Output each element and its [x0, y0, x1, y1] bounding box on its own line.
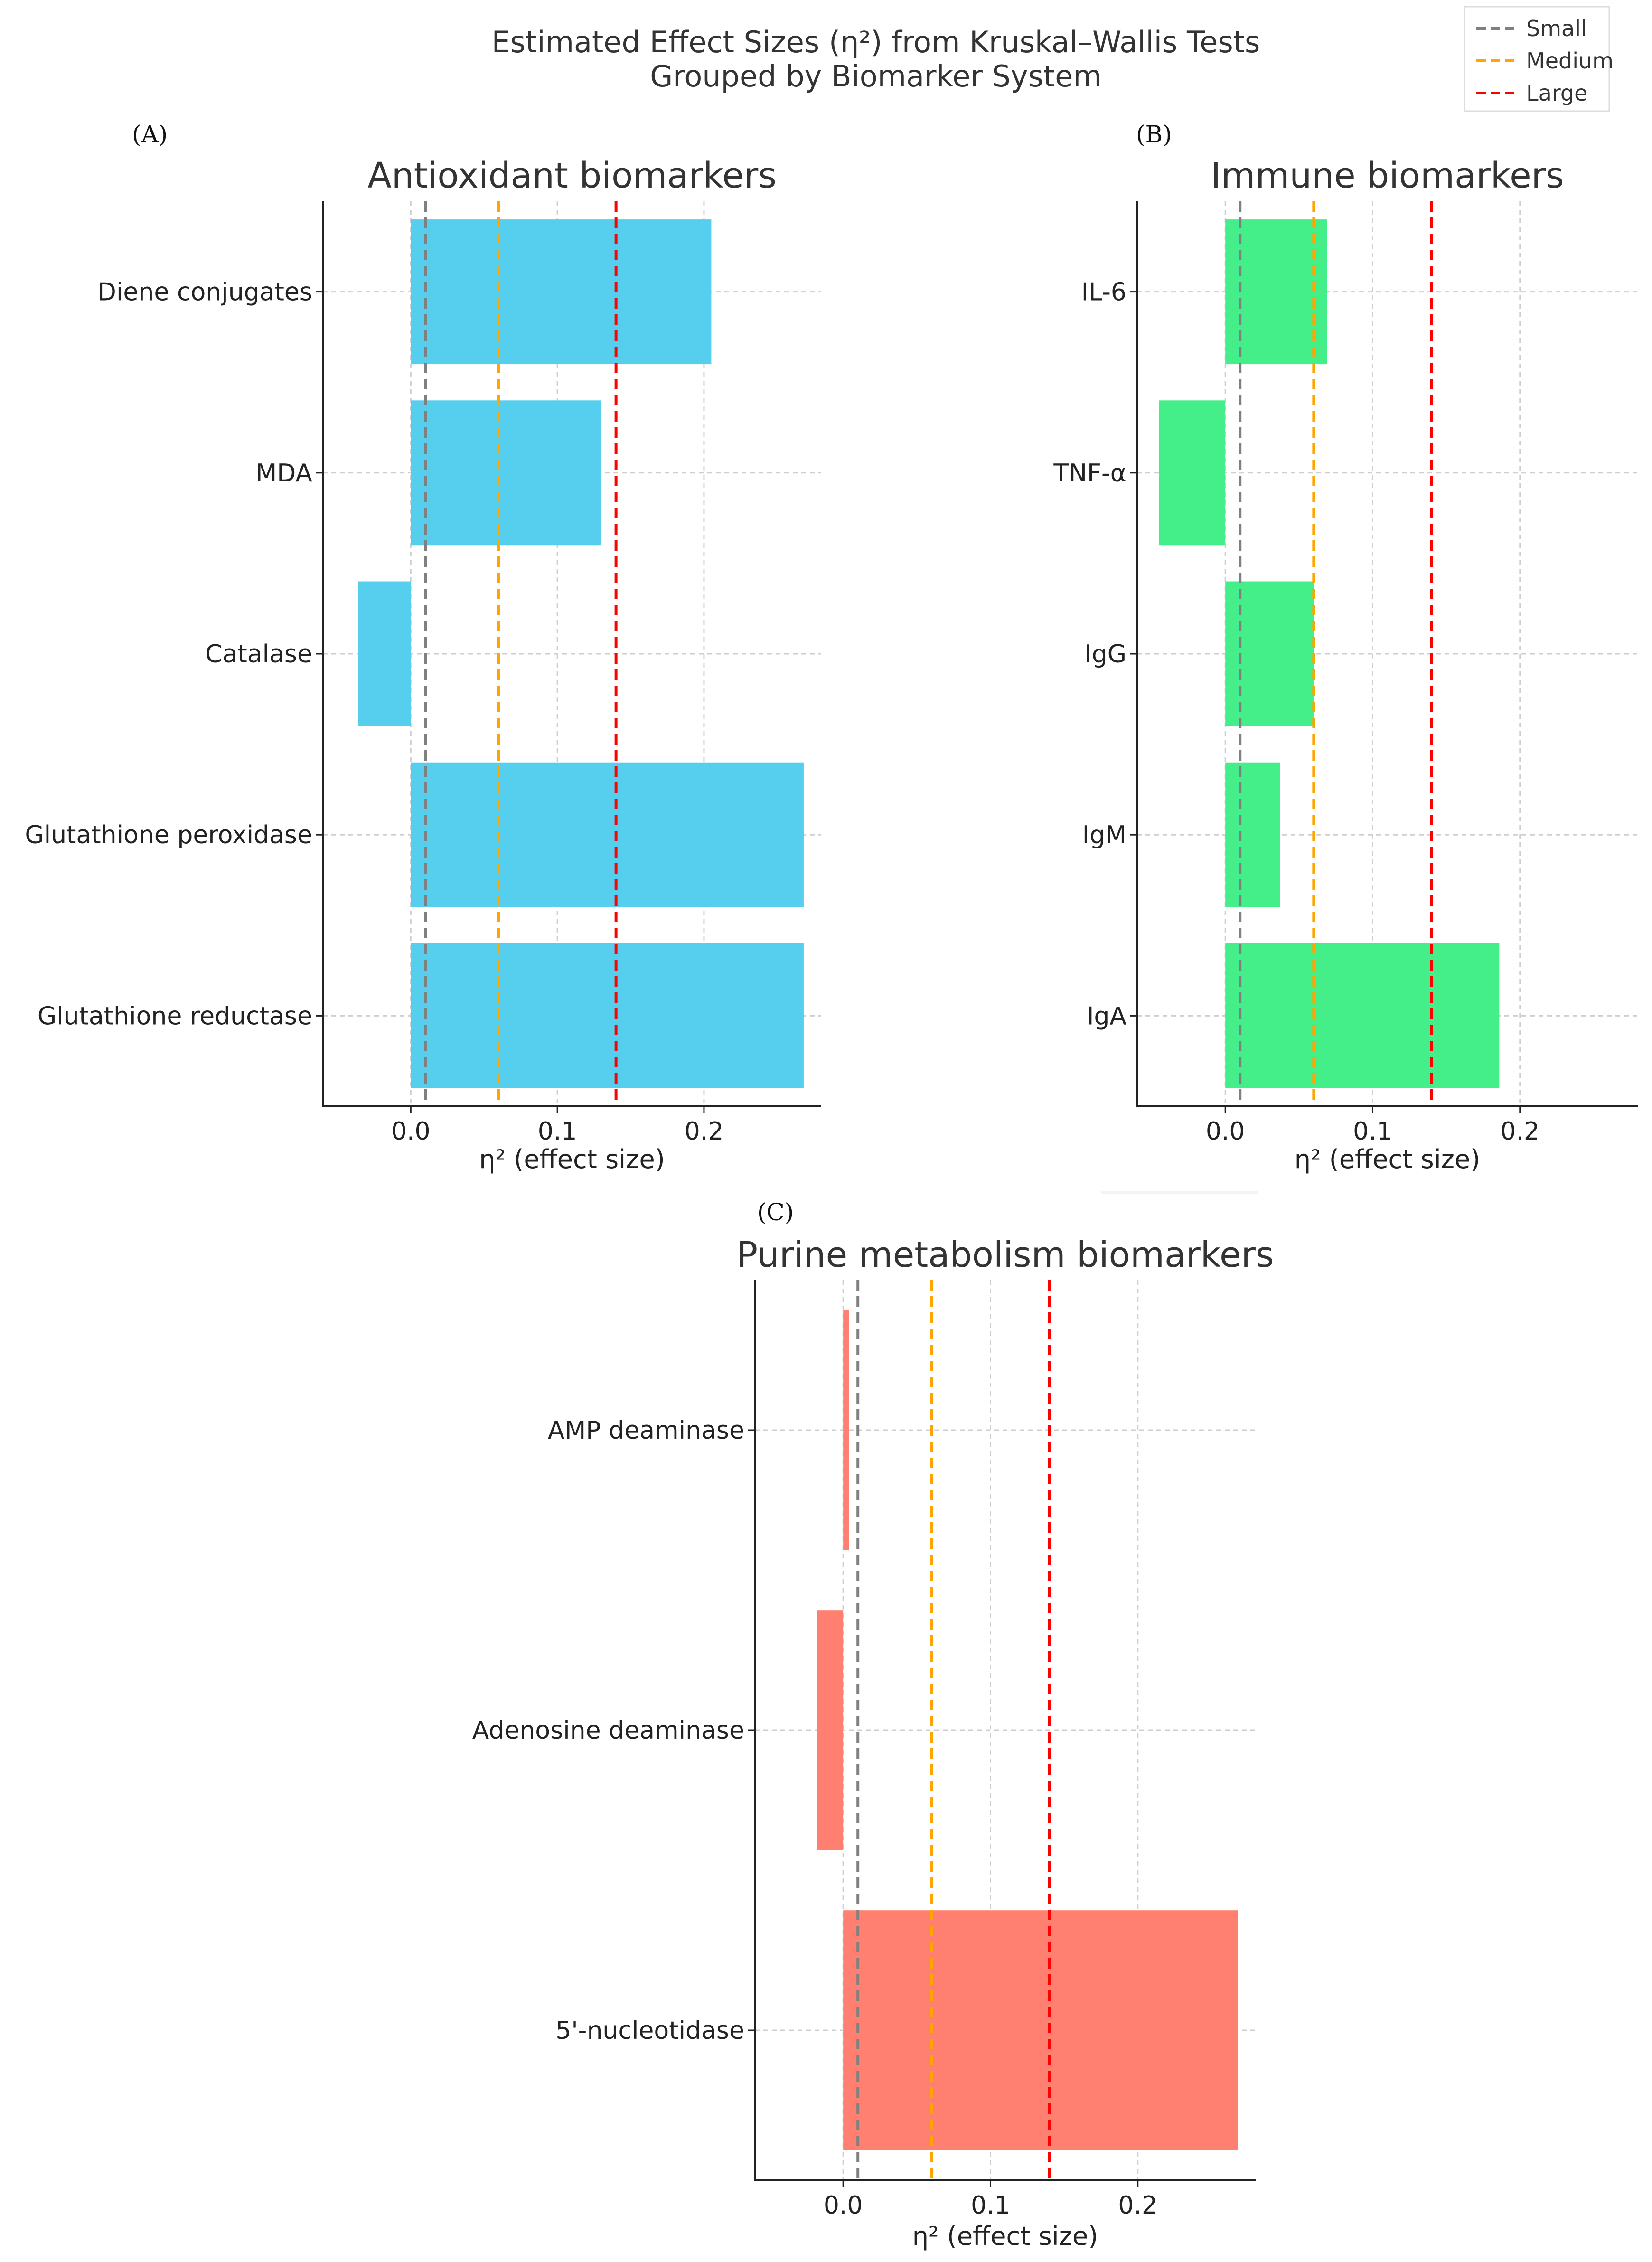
antioxidant-xtick-label-2: 0.2 [685, 1117, 724, 1146]
immune-bar-1 [1159, 400, 1226, 546]
legend-label-large: Large [1526, 80, 1587, 106]
antioxidant-xtick-label-1: 0.1 [538, 1117, 577, 1146]
immune-xlabel: η² (effect size) [1295, 1144, 1481, 1174]
figure-title-line2: Grouped by Biomarker System [650, 59, 1102, 94]
immune-ytick-label-2: IgG [1084, 640, 1126, 669]
panel-purine: (C) Purine metabolism biomarkers AMP deami… [472, 1198, 1274, 2251]
purine-xtick-label-0: 0.0 [824, 2191, 863, 2220]
antioxidant-ytick-label-4: Glutathione reductase [38, 1002, 312, 1030]
purine-bar-1 [817, 1610, 844, 1850]
immune-bar-0 [1225, 219, 1327, 365]
purine-ytick-label-1: Adenosine deaminase [472, 1716, 744, 1745]
antioxidant-bar-0 [411, 219, 712, 365]
antioxidant-xtick-label-0: 0.0 [391, 1117, 431, 1146]
antioxidant-bar-1 [411, 400, 601, 546]
antioxidant-bar-3 [411, 762, 804, 907]
legend-label-small: Small [1526, 16, 1587, 41]
purine-bar-0 [843, 1310, 849, 1550]
purine-bar-2 [843, 1910, 1238, 2150]
immune-xtick-label-0: 0.0 [1206, 1117, 1245, 1146]
immune-ytick-label-3: IgM [1082, 821, 1126, 849]
immune-ytick-label-4: IgA [1087, 1002, 1126, 1030]
purine-xtick-label-2: 0.2 [1118, 2191, 1157, 2220]
panel-immune: (B) Immune biomarkers IL-6 TNF-α IgG IgM IgA 0.… [1053, 121, 1638, 1174]
immune-axes [1136, 201, 1638, 1107]
immune-ytick-label-0: IL-6 [1081, 278, 1126, 307]
antioxidant-bar-4 [411, 943, 804, 1088]
threshold-legend: Small Medium Large [1464, 6, 1614, 112]
purine-xlabel: η² (effect size) [912, 2221, 1098, 2251]
antioxidant-ytick-label-3: Glutathione peroxidase [25, 821, 312, 849]
immune-bar-2 [1225, 581, 1314, 726]
immune-xtick-label-2: 0.2 [1500, 1117, 1539, 1146]
antioxidant-bar-2 [358, 581, 411, 726]
purine-ytick-label-2: 5'-nucleotidase [555, 2017, 744, 2045]
antioxidant-title: Antioxidant biomarkers [367, 155, 777, 196]
immune-bar-3 [1225, 762, 1280, 907]
legend-frame [1464, 6, 1610, 112]
legend-label-medium: Medium [1526, 48, 1614, 74]
immune-panel-label: (B) [1136, 121, 1172, 148]
artifact-strip [1101, 1191, 1258, 1194]
immune-xtick-label-1: 0.1 [1353, 1117, 1392, 1146]
antioxidant-xlabel: η² (effect size) [479, 1144, 665, 1174]
purine-axes [754, 1280, 1256, 2181]
purine-title: Purine metabolism biomarkers [736, 1235, 1274, 1275]
immune-title: Immune biomarkers [1211, 155, 1564, 196]
purine-xtick-label-1: 0.1 [971, 2191, 1010, 2220]
immune-bar-4 [1225, 943, 1500, 1088]
antioxidant-ytick-label-1: MDA [255, 459, 312, 488]
antioxidant-ytick-label-0: Diene conjugates [97, 278, 312, 307]
immune-ytick-label-1: TNF-α [1053, 459, 1126, 488]
figure-title-line1: Estimated Effect Sizes (η²) from Kruskal… [492, 25, 1260, 59]
antioxidant-panel-label: (A) [132, 121, 168, 148]
purine-panel-label: (C) [757, 1198, 794, 1226]
antioxidant-axes [322, 201, 821, 1107]
purine-ytick-label-0: AMP deaminase [548, 1416, 744, 1445]
antioxidant-ytick-label-2: Catalase [205, 640, 312, 669]
panel-antioxidant: (A) Antioxidant biomarkers Diene conjugate… [25, 121, 821, 1174]
